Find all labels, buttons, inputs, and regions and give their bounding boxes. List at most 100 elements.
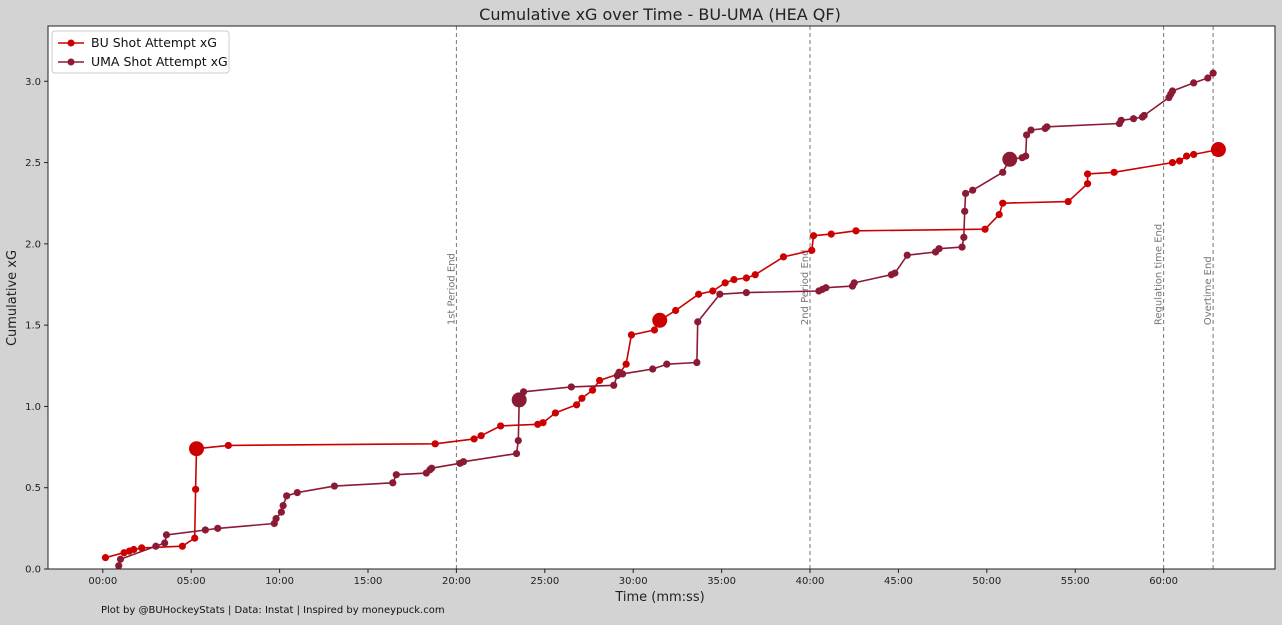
y-axis-label: Cumulative xG — [5, 250, 20, 346]
data-point — [852, 227, 860, 235]
data-point — [567, 383, 575, 391]
data-point — [1209, 69, 1217, 77]
data-point — [709, 287, 717, 295]
data-point — [596, 376, 604, 385]
data-point — [272, 515, 280, 523]
data-point — [130, 545, 138, 554]
data-point — [459, 458, 468, 466]
y-tick-label: 3.0 — [25, 77, 41, 88]
data-point — [610, 381, 618, 389]
data-point — [1129, 115, 1138, 123]
data-point — [995, 210, 1003, 219]
data-point — [822, 284, 830, 292]
data-point — [191, 534, 199, 542]
data-point — [1140, 111, 1148, 120]
legend-box — [51, 30, 230, 74]
data-point — [672, 306, 680, 315]
data-point — [694, 318, 702, 326]
data-point — [224, 441, 232, 450]
data-point — [1027, 126, 1035, 134]
legend-marker-uma — [67, 58, 75, 66]
period-line-label: Overtime End — [1203, 256, 1214, 325]
data-point — [891, 269, 899, 277]
data-point — [622, 360, 630, 368]
data-point — [627, 331, 636, 339]
x-tick-label: 60:00 — [1149, 576, 1178, 587]
y-tick-label: 0.0 — [25, 565, 41, 576]
data-point — [514, 436, 522, 445]
data-point — [969, 186, 977, 194]
x-tick-label: 15:00 — [354, 576, 383, 587]
period-line-label: 2nd Period End — [800, 250, 811, 326]
data-point — [214, 524, 222, 532]
data-point — [961, 189, 970, 198]
data-point — [1204, 74, 1212, 82]
data-point — [178, 542, 186, 550]
data-point — [958, 243, 966, 251]
data-point — [293, 488, 301, 497]
data-point — [392, 471, 400, 479]
data-point — [1043, 123, 1051, 131]
goal-marker — [189, 441, 205, 457]
x-tick-label: 45:00 — [884, 576, 913, 587]
data-point — [470, 435, 478, 443]
data-point — [716, 290, 724, 298]
legend-label-uma: UMA Shot Attempt xG — [91, 54, 228, 69]
x-axis: 00:00 05:00 10:00 15:00 20:00 25:00 30:00 35:00… — [88, 569, 1178, 587]
data-point — [721, 279, 729, 287]
data-point — [649, 365, 657, 373]
data-point — [961, 207, 969, 215]
legend: BU Shot Attempt xG UMA Shot Attempt xG — [51, 30, 230, 74]
data-point — [1175, 157, 1184, 165]
data-point — [1083, 170, 1092, 178]
y-tick-label: 1.5 — [25, 321, 41, 332]
data-point — [101, 554, 110, 562]
data-point — [808, 246, 816, 254]
goal-marker — [1210, 142, 1226, 158]
data-point — [693, 358, 701, 367]
goal-marker — [652, 312, 668, 328]
y-tick-label: 1.0 — [25, 402, 41, 413]
data-point — [573, 401, 581, 409]
plot-area — [48, 26, 1275, 569]
series-layer — [101, 69, 1226, 570]
x-tick-label: 50:00 — [972, 576, 1001, 587]
data-point — [1168, 87, 1177, 95]
data-point — [809, 232, 818, 240]
x-tick-label: 20:00 — [442, 576, 471, 587]
data-point — [619, 370, 627, 378]
data-point — [1110, 168, 1118, 176]
x-tick-label: 55:00 — [1061, 576, 1090, 587]
x-tick-label: 35:00 — [707, 576, 736, 587]
data-point — [192, 485, 200, 493]
data-point — [162, 531, 171, 539]
data-point — [695, 290, 703, 298]
data-point — [161, 539, 169, 547]
data-point — [1022, 131, 1031, 139]
data-point — [115, 562, 123, 570]
data-point — [428, 464, 436, 472]
data-point — [138, 544, 146, 552]
x-tick-label: 30:00 — [619, 576, 648, 587]
data-point — [935, 245, 943, 253]
data-point — [779, 253, 788, 261]
data-point — [330, 482, 339, 490]
data-point — [1083, 180, 1092, 188]
data-point — [431, 440, 439, 448]
goal-marker — [511, 392, 527, 408]
data-point — [1064, 197, 1072, 206]
y-tick-label: 0.5 — [25, 483, 41, 494]
y-tick-label: 2.5 — [25, 158, 41, 169]
data-point — [960, 233, 968, 241]
x-tick-label: 00:00 — [88, 576, 117, 587]
data-point — [588, 386, 597, 394]
data-point — [578, 394, 586, 402]
data-point — [827, 230, 835, 238]
data-point — [1022, 152, 1030, 160]
data-point — [742, 274, 750, 282]
data-point — [539, 419, 547, 427]
data-point — [551, 409, 560, 417]
data-point — [152, 542, 160, 550]
x-tick-label: 40:00 — [796, 576, 825, 587]
